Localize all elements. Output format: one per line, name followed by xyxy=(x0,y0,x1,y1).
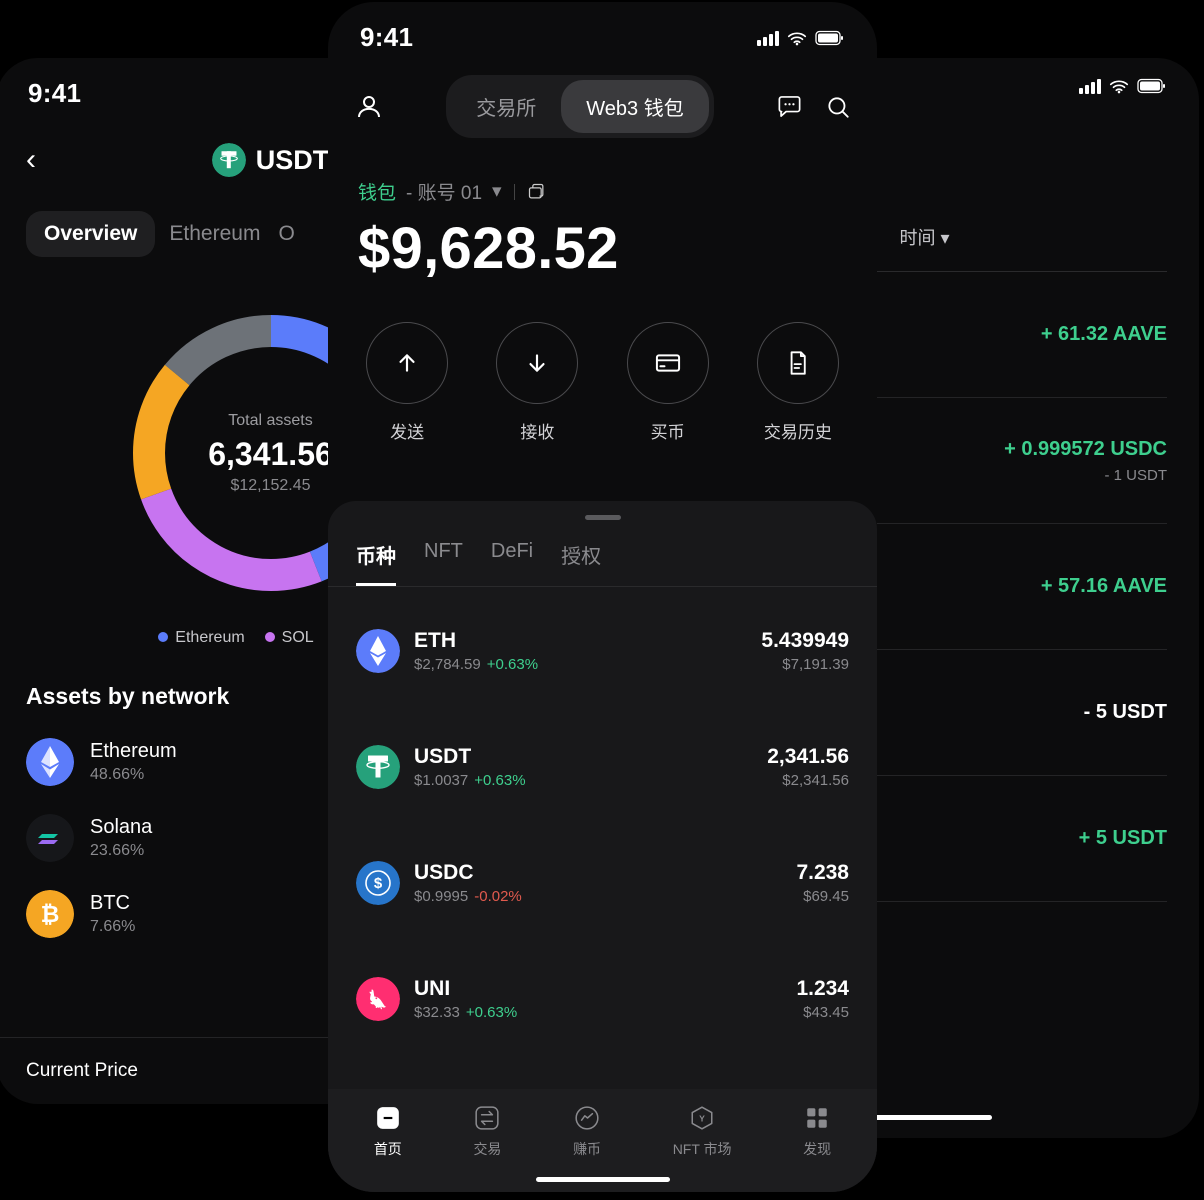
svg-text:$: $ xyxy=(374,875,383,892)
svg-text:Y: Y xyxy=(699,1113,705,1123)
svg-text:₿: ₿ xyxy=(41,901,60,927)
